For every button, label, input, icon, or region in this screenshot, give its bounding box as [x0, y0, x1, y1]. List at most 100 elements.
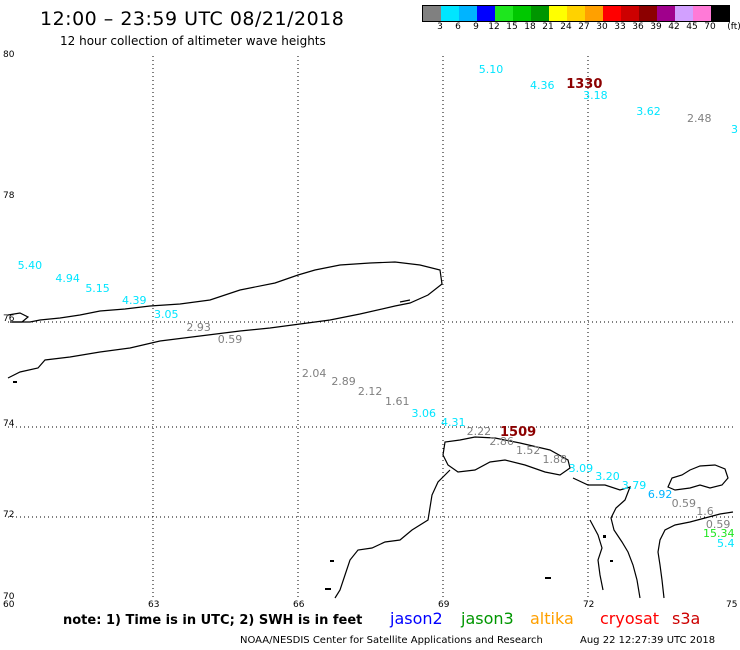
novaya-zemlya-west-islet	[7, 312, 30, 323]
color-scale-labels: 3 6 9 12 15 18 21 24 27 30 33 36 39 42 45 70 (ft)	[422, 22, 740, 34]
scale-label: (ft)	[727, 22, 740, 32]
scale-swatch	[441, 6, 459, 21]
latitude-label: 70	[3, 592, 15, 602]
scale-label: 39	[650, 22, 662, 32]
scale-swatch	[459, 6, 477, 21]
wave-height-value: 2.86	[489, 434, 514, 448]
satellite-label: jason3	[461, 609, 514, 628]
color-scale-bar	[422, 5, 730, 22]
graticule	[8, 56, 733, 598]
wave-height-value: 0.59	[671, 496, 697, 510]
wave-height-value: 3.79	[621, 479, 647, 493]
yamal-east-coast	[572, 477, 641, 599]
wave-height-value: 4.36	[529, 78, 555, 92]
island-dots	[13, 381, 613, 590]
longitude-label: 75	[726, 600, 738, 610]
scale-swatch	[477, 6, 495, 21]
latitude-label: 76	[3, 314, 15, 324]
scale-label: 9	[473, 22, 479, 32]
wave-height-value: 5.40	[17, 258, 43, 272]
yamal-peninsula-coast	[442, 436, 571, 476]
scale-label: 30	[596, 22, 608, 32]
scale-label: 3	[437, 22, 443, 32]
wave-height-value: 1.88	[542, 453, 568, 467]
scale-swatch	[567, 6, 585, 21]
wave-height-value: 15.34	[703, 527, 735, 541]
scale-swatch	[639, 6, 657, 21]
longitude-label: 72	[582, 600, 595, 610]
wave-height-value: 4.39	[122, 293, 147, 307]
wave-height-value: 5.15	[85, 281, 110, 295]
taz-estuary-coast	[589, 519, 604, 591]
wave-height-value: 2.48	[687, 112, 712, 126]
latitude-label: 80	[3, 50, 15, 60]
wave-height-value: 3.20	[595, 470, 620, 484]
longitude-label: 60	[3, 600, 15, 610]
satellite-label: altika	[530, 609, 574, 628]
scale-label: 27	[578, 22, 590, 32]
wave-height-value: 3.18	[583, 89, 608, 103]
wave-height-value: 4.94	[55, 271, 80, 285]
longitude-label: 69	[437, 600, 450, 610]
scale-label: 18	[524, 22, 536, 32]
latitude-label: 72	[3, 510, 15, 520]
wave-height-value: 1330	[566, 77, 603, 93]
latitude-label: 78	[3, 191, 15, 201]
coastline	[7, 261, 734, 599]
wave-height-value: 1.52	[515, 443, 541, 457]
scale-label: 33	[614, 22, 626, 32]
wave-height-value: 0.59	[217, 332, 243, 346]
scale-label: 6	[455, 22, 461, 32]
satellite-label: s3a	[672, 609, 701, 628]
scale-label: 15	[506, 22, 518, 32]
satellite-label: cryosat	[600, 609, 660, 628]
scale-label: 21	[542, 22, 554, 32]
scale-swatch	[603, 6, 621, 21]
scale-swatch	[531, 6, 549, 21]
latitude-label: 74	[3, 419, 15, 429]
wave-height-value: 3.05	[153, 308, 179, 322]
scale-swatch	[711, 6, 729, 21]
timestamp-footer: Aug 22 12:27:39 UTC 2018	[580, 635, 716, 646]
satellite-label: jason2	[390, 609, 443, 628]
note-text: note: 1) Time is in UTC; 2) SWH is in fe…	[63, 613, 363, 628]
longitude-label: 66	[292, 600, 305, 610]
wave-height-value: 1.6	[696, 504, 714, 518]
wave-height-value: 5.10	[478, 63, 504, 77]
wave-height-value: 2.93	[186, 321, 211, 335]
scale-swatch	[657, 6, 675, 21]
novaya-zemlya-south-coast	[7, 261, 443, 379]
scale-label: 24	[560, 22, 572, 32]
scale-swatch	[513, 6, 531, 21]
credit-footer: NOAA/NESDIS Center for Satellite Applica…	[240, 635, 543, 646]
scale-label: 12	[488, 22, 500, 32]
scale-swatch	[423, 6, 441, 21]
wave-height-value: 0.59	[705, 518, 731, 532]
scale-label: 36	[632, 22, 644, 32]
scale-label: 42	[668, 22, 680, 32]
scale-swatch	[495, 6, 513, 21]
scale-swatch	[675, 6, 693, 21]
wave-height-value: 4.31	[441, 416, 466, 430]
wave-height-value: 3.62	[636, 104, 661, 118]
wave-height-value: 1509	[499, 424, 537, 440]
wave-height-value: 3.06	[411, 406, 437, 420]
map-subtitle: 12 hour collection of altimeter wave hei…	[60, 34, 326, 48]
wave-height-value: 2.89	[331, 375, 356, 389]
wave-height-value: 2.12	[357, 384, 383, 398]
map-title: 12:00 – 23:59 UTC 08/21/2018	[40, 8, 345, 30]
scale-swatch	[549, 6, 567, 21]
wave-height-value: 3.09	[568, 462, 594, 476]
wave-height-value: 2.04	[301, 366, 327, 380]
scale-label: 45	[686, 22, 698, 32]
wave-height-value: 5.4	[717, 536, 735, 550]
scale-swatch	[693, 6, 711, 21]
gydan-lower-coast	[657, 511, 734, 599]
wave-height-value: 3	[731, 123, 738, 137]
wave-height-value: 6.92	[647, 488, 673, 502]
novaya-zemlya-ice-edge	[399, 299, 411, 303]
yamal-west-coast	[334, 469, 451, 599]
scale-swatch	[621, 6, 639, 21]
gydan-coast	[667, 464, 729, 491]
